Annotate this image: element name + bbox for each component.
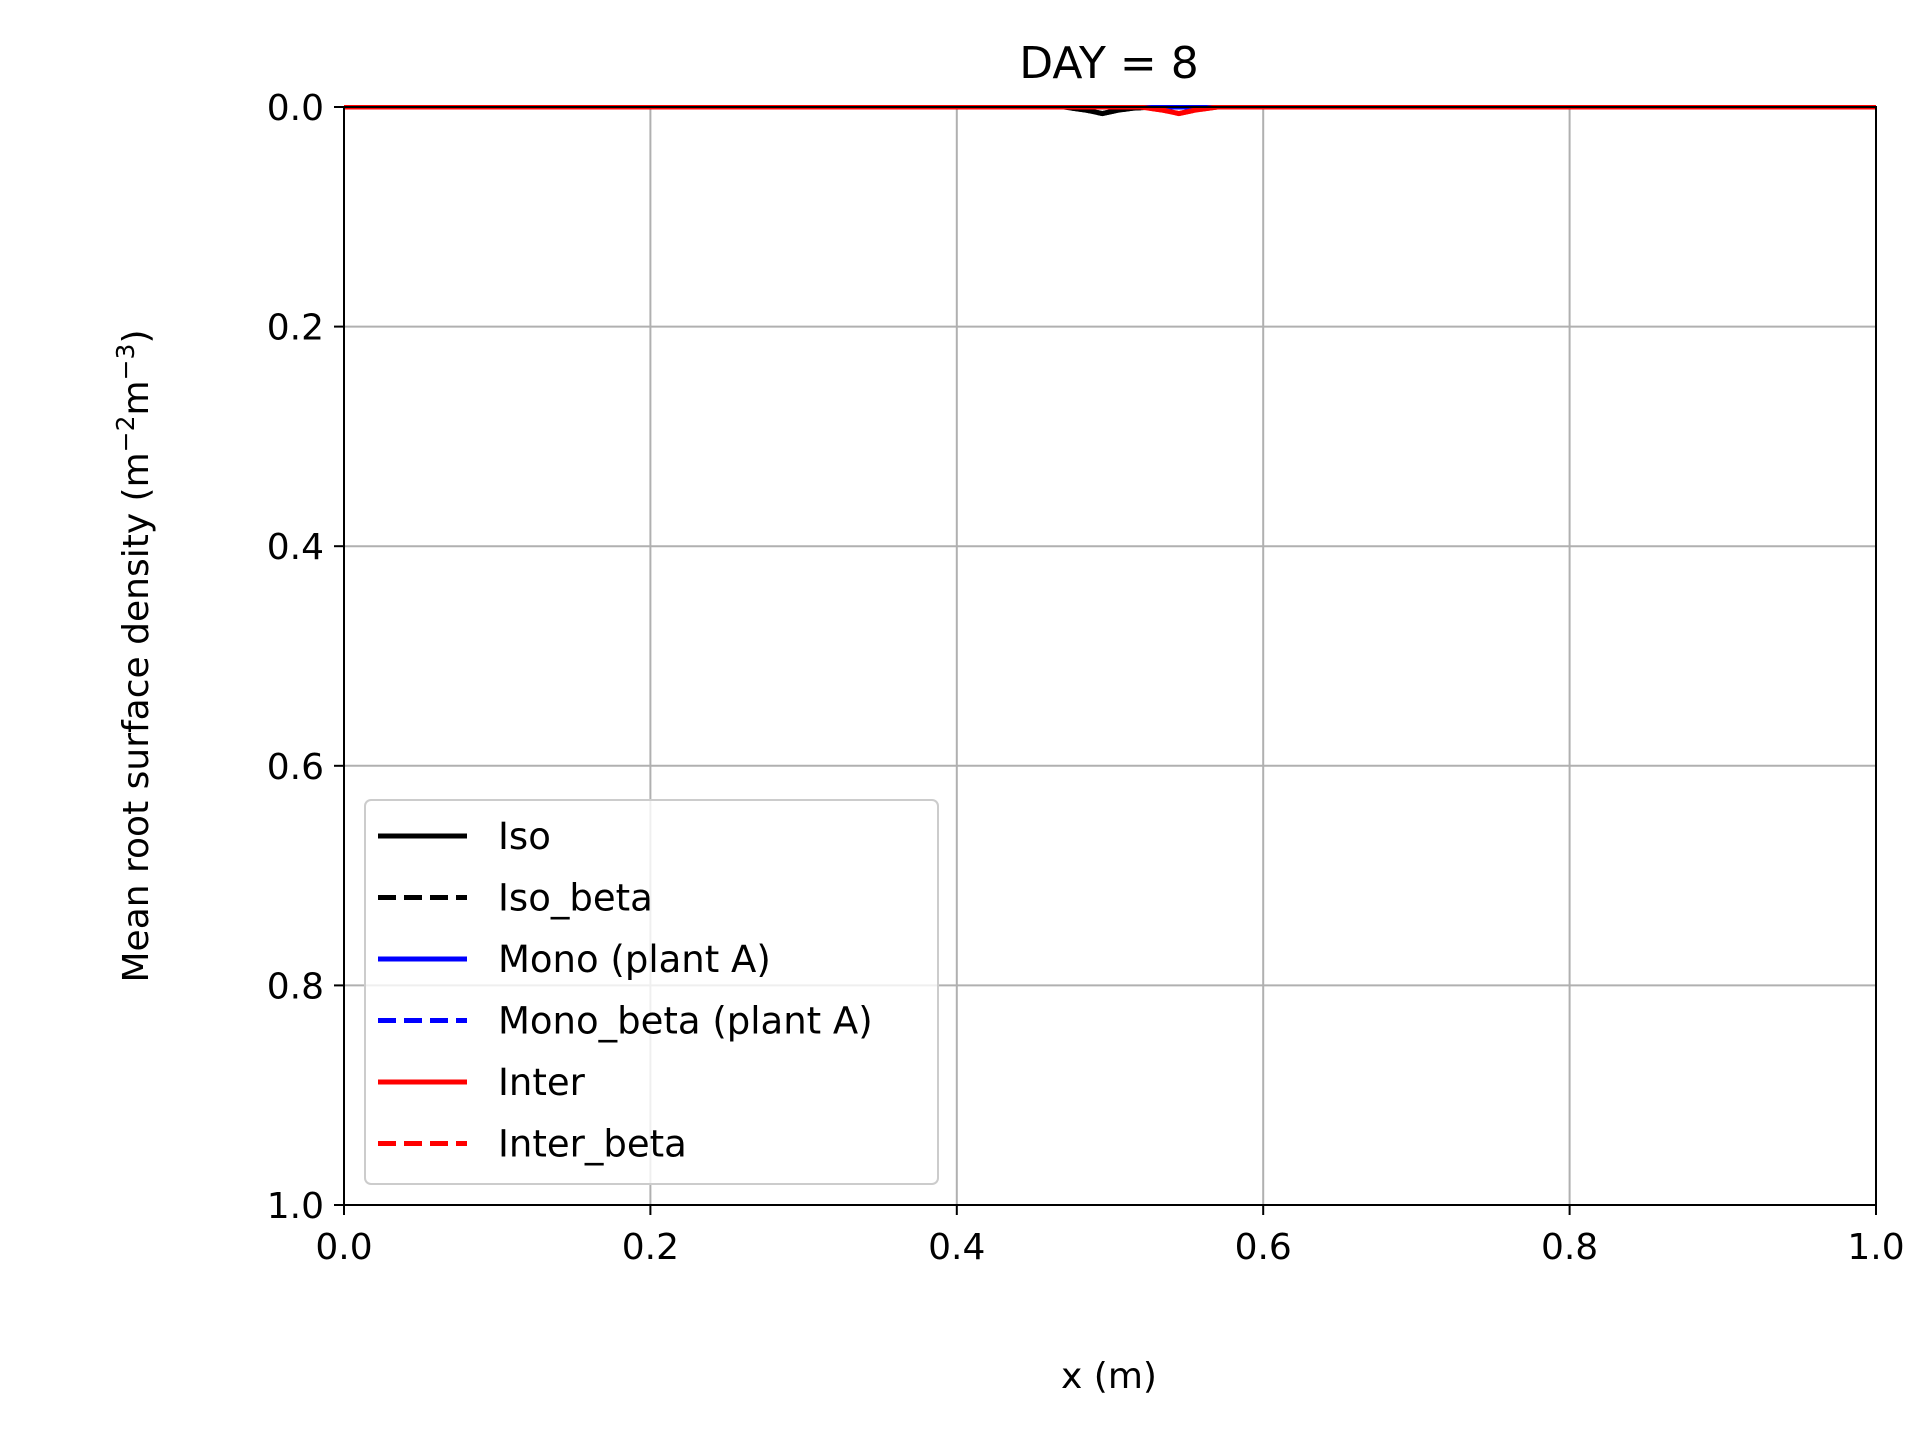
x-tick-label: 1.0 (1847, 1227, 1904, 1268)
x-axis-title: x (m) (1061, 1356, 1157, 1397)
y-tick-label: 0.6 (267, 747, 324, 788)
legend-label: Iso (498, 815, 551, 858)
y-tick-label: 0.0 (267, 88, 324, 129)
legend-label: Inter (498, 1061, 586, 1104)
x-tick-label: 0.8 (1541, 1227, 1598, 1268)
legend-label: Inter_beta (498, 1123, 687, 1166)
y-tick-label: 0.2 (267, 308, 324, 349)
legend-label: Iso_beta (498, 877, 653, 920)
y-tick-label: 1.0 (267, 1186, 324, 1227)
grid (343, 106, 1877, 1206)
legend-label: Mono (plant A) (498, 938, 771, 981)
y-tick-label: 0.8 (267, 966, 324, 1007)
y-tick-label: 0.4 (267, 527, 324, 568)
y-axis-title: Mean root surface density (m−2m−3) (111, 329, 158, 982)
legend: Iso Iso_beta Mono (plant A) Mono_beta (plan… (364, 799, 939, 1185)
axis-ticks: 0.0 0.2 0.4 0.6 0.8 1.00.00.20.40.60.81.0 (267, 88, 1905, 1268)
legend-box (364, 799, 939, 1185)
plot-frame (343, 106, 1877, 1206)
x-tick-label: 0.0 (315, 1227, 372, 1268)
x-tick-label: 0.4 (928, 1227, 985, 1268)
chart-title: DAY = 8 (1019, 38, 1199, 89)
x-tick-label: 0.6 (1235, 1227, 1292, 1268)
x-tick-label: 0.2 (622, 1227, 679, 1268)
legend-label: Mono_beta (plant A) (498, 1000, 873, 1043)
